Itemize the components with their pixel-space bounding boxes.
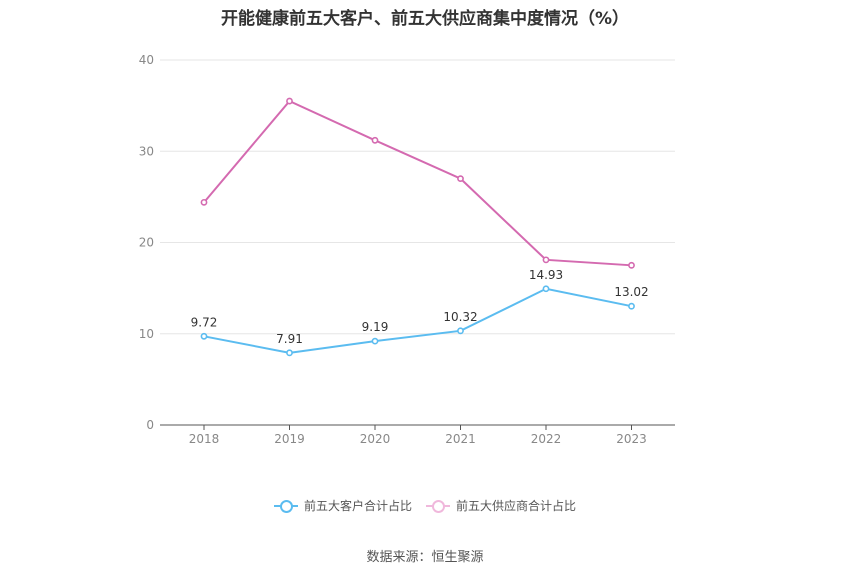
series-0-point-2020 — [371, 337, 379, 345]
x-tick-label-2023: 2023 — [616, 432, 647, 446]
series-line-0 — [203, 287, 632, 354]
series-1-point-2020 — [371, 136, 379, 144]
data-label-2022: 14.93 — [529, 268, 563, 282]
series-1-point-2018 — [200, 198, 208, 206]
legend-customers-marker-icon — [273, 499, 298, 513]
series-0-point-2022 — [542, 285, 550, 293]
legend-suppliers-label: 前五大供应商合计占比 — [456, 499, 577, 513]
x-tick-label-2022: 2022 — [531, 432, 562, 446]
y-tick-label-20: 20 — [139, 236, 154, 250]
x-tick-label-2021: 2021 — [445, 432, 476, 446]
y-tick-label-10: 10 — [139, 327, 154, 341]
source-note: 数据来源：恒生聚源 — [366, 550, 484, 565]
series-1-point-2022 — [542, 256, 550, 264]
x-tick-label-2018: 2018 — [189, 432, 220, 446]
data-label-2020: 9.19 — [362, 320, 389, 334]
legend-item-suppliers[interactable]: 前五大供应商合计占比 — [426, 497, 576, 514]
legend-item-customers[interactable]: 前五大客户合计占比 — [273, 497, 412, 514]
data-label-2023: 13.02 — [614, 285, 648, 299]
x-tick-label-2020: 2020 — [360, 432, 391, 446]
series-1-point-2021 — [457, 175, 464, 183]
series-0-point-2019 — [286, 349, 293, 357]
chart-title: 开能健康前五大客户、前五大供应商集中度情况（%） — [220, 9, 630, 29]
data-label-2021: 10.32 — [443, 310, 477, 324]
legend: 前五大客户合计占比 前五大供应商合计占比 — [0, 497, 850, 514]
series-1-point-2019 — [286, 97, 293, 105]
series-0-point-2021 — [457, 327, 464, 335]
data-label-2018: 9.72 — [191, 315, 218, 329]
grid-lines — [160, 59, 675, 335]
data-labels: 9.72 7.91 9.19 10.32 14.93 13.02 — [191, 268, 649, 346]
y-tick-label-30: 30 — [139, 144, 154, 158]
series-1-point-2023 — [628, 261, 635, 269]
series-0-point-2023 — [628, 302, 635, 310]
legend-customers-label: 前五大客户合计占比 — [303, 499, 412, 513]
series-0-point-2018 — [200, 332, 208, 340]
y-tick-label-0: 0 — [146, 418, 154, 432]
legend-suppliers-marker-icon — [426, 499, 450, 513]
x-tick-label-2019: 2019 — [274, 432, 305, 446]
axes: 0 10 20 30 40 2018 2019 2020 2021 2022 2023 — [139, 53, 675, 446]
y-tick-label-40: 40 — [139, 53, 154, 67]
data-label-2019: 7.91 — [276, 332, 303, 346]
series-line-1 — [203, 99, 632, 267]
series — [200, 97, 635, 357]
